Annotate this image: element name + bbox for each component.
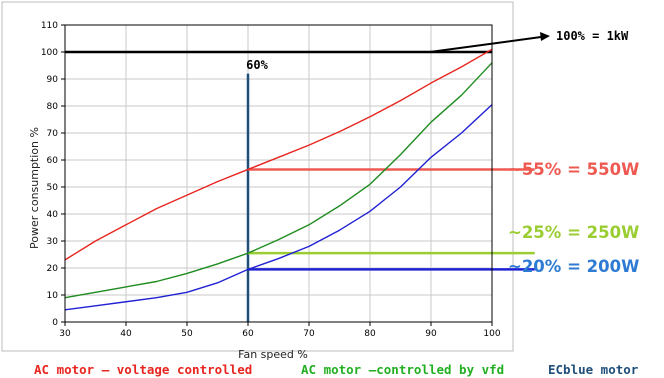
legend-ecblue: ECblue motor bbox=[548, 362, 639, 377]
series-line-3 bbox=[64, 104, 493, 311]
y-tick-label: 50 bbox=[47, 183, 59, 193]
y-tick-label: 20 bbox=[47, 264, 59, 274]
y-tick-label: 30 bbox=[47, 237, 59, 247]
tick-labels: 30 40 50 60 70 80 90 100 0 10 20 30 40 50 60 70 80 90 100 1… bbox=[41, 21, 501, 339]
reference-lines bbox=[65, 50, 535, 322]
x-tick-label: 80 bbox=[364, 329, 376, 339]
x-tick-label: 50 bbox=[181, 329, 193, 339]
series-lines bbox=[64, 48, 493, 311]
x-tick-label: 40 bbox=[120, 329, 132, 339]
y-tick-label: 10 bbox=[47, 291, 59, 301]
y-tick-label: 0 bbox=[52, 318, 58, 328]
arrow-head-icon bbox=[540, 32, 550, 41]
ecblue-result: ~20% = 200W bbox=[508, 257, 639, 276]
x-tick-label: 70 bbox=[303, 329, 315, 339]
plot-frame bbox=[64, 24, 493, 323]
speed-marker-label: 60% bbox=[246, 58, 268, 72]
legend-ac-vfd: AC motor –controlled by vfd bbox=[301, 362, 504, 377]
y-tick-label: 80 bbox=[47, 102, 59, 112]
series-line-2 bbox=[64, 62, 493, 299]
x-tick-label: 100 bbox=[483, 329, 500, 339]
ac-vfd-result: ~25% = 250W bbox=[508, 223, 639, 242]
x-axis-label: Fan speed % bbox=[238, 348, 308, 361]
y-tick-label: 110 bbox=[41, 21, 58, 31]
y-tick-label: 40 bbox=[47, 210, 59, 220]
series-line-1 bbox=[64, 48, 493, 261]
x-tick-label: 90 bbox=[425, 329, 437, 339]
y-tick-label: 70 bbox=[47, 129, 59, 139]
y-tick-label: 100 bbox=[41, 48, 58, 58]
y-axis-label: Power consumption % bbox=[28, 127, 41, 249]
ac-voltage-result: ~55% = 550W bbox=[508, 160, 639, 179]
legend-ac-voltage: AC motor – voltage controlled bbox=[34, 362, 252, 377]
chart-panel bbox=[1, 1, 514, 352]
max-power-label: 100% = 1kW bbox=[556, 29, 629, 43]
y-tick-label: 60 bbox=[47, 156, 59, 166]
max-power-arrow bbox=[429, 36, 542, 53]
y-tick-label: 90 bbox=[47, 75, 59, 85]
x-tick-label: 30 bbox=[59, 329, 71, 339]
x-tick-label: 60 bbox=[242, 329, 254, 339]
